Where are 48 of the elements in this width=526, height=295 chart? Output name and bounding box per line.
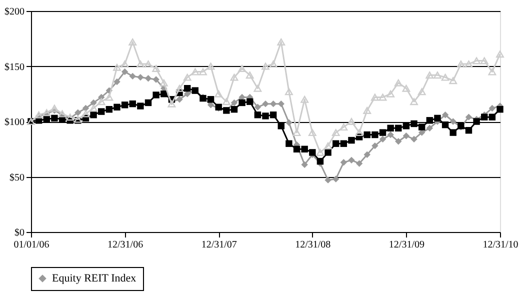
point	[395, 138, 402, 145]
point	[286, 119, 292, 126]
point	[121, 68, 128, 76]
point	[372, 142, 378, 150]
point	[129, 72, 136, 80]
point	[332, 176, 340, 182]
legend-label: Equity REIT Index	[52, 272, 137, 284]
point	[348, 156, 355, 164]
y-tick-label: $0	[14, 228, 24, 238]
point	[465, 114, 472, 120]
point	[74, 109, 82, 116]
point	[90, 99, 97, 106]
point	[488, 104, 496, 112]
x-tick-label: 12/31/08	[295, 240, 331, 250]
point	[324, 176, 332, 184]
point	[254, 104, 262, 110]
x-tick-label: 12/31/09	[388, 240, 424, 250]
point	[152, 76, 160, 83]
point	[356, 160, 363, 167]
point	[410, 136, 418, 143]
x-tick-label: 12/31/10	[482, 240, 518, 250]
y-tick-label: $150	[4, 62, 24, 73]
point	[340, 159, 348, 166]
point	[270, 100, 277, 108]
point	[450, 118, 456, 125]
point	[137, 74, 144, 81]
x-tick-label: 12/31/06	[108, 240, 144, 250]
point	[426, 124, 434, 132]
point	[418, 129, 426, 136]
point	[387, 131, 394, 138]
point	[184, 90, 191, 98]
point	[442, 112, 449, 118]
point	[402, 132, 410, 140]
point	[262, 100, 269, 108]
y-tick-label: $50	[10, 172, 24, 184]
point	[278, 100, 284, 108]
point	[230, 99, 238, 106]
x-tick-label: 12/31/07	[201, 240, 237, 250]
point	[144, 75, 152, 82]
point	[301, 161, 308, 168]
point	[207, 102, 214, 108]
y-tick-label: $100	[4, 117, 24, 128]
point	[114, 78, 120, 86]
y-tick-label: $200	[4, 6, 24, 18]
x-tick-label: 01/01/06	[14, 240, 50, 250]
point	[176, 96, 183, 103]
point	[364, 151, 370, 158]
point	[379, 136, 386, 143]
